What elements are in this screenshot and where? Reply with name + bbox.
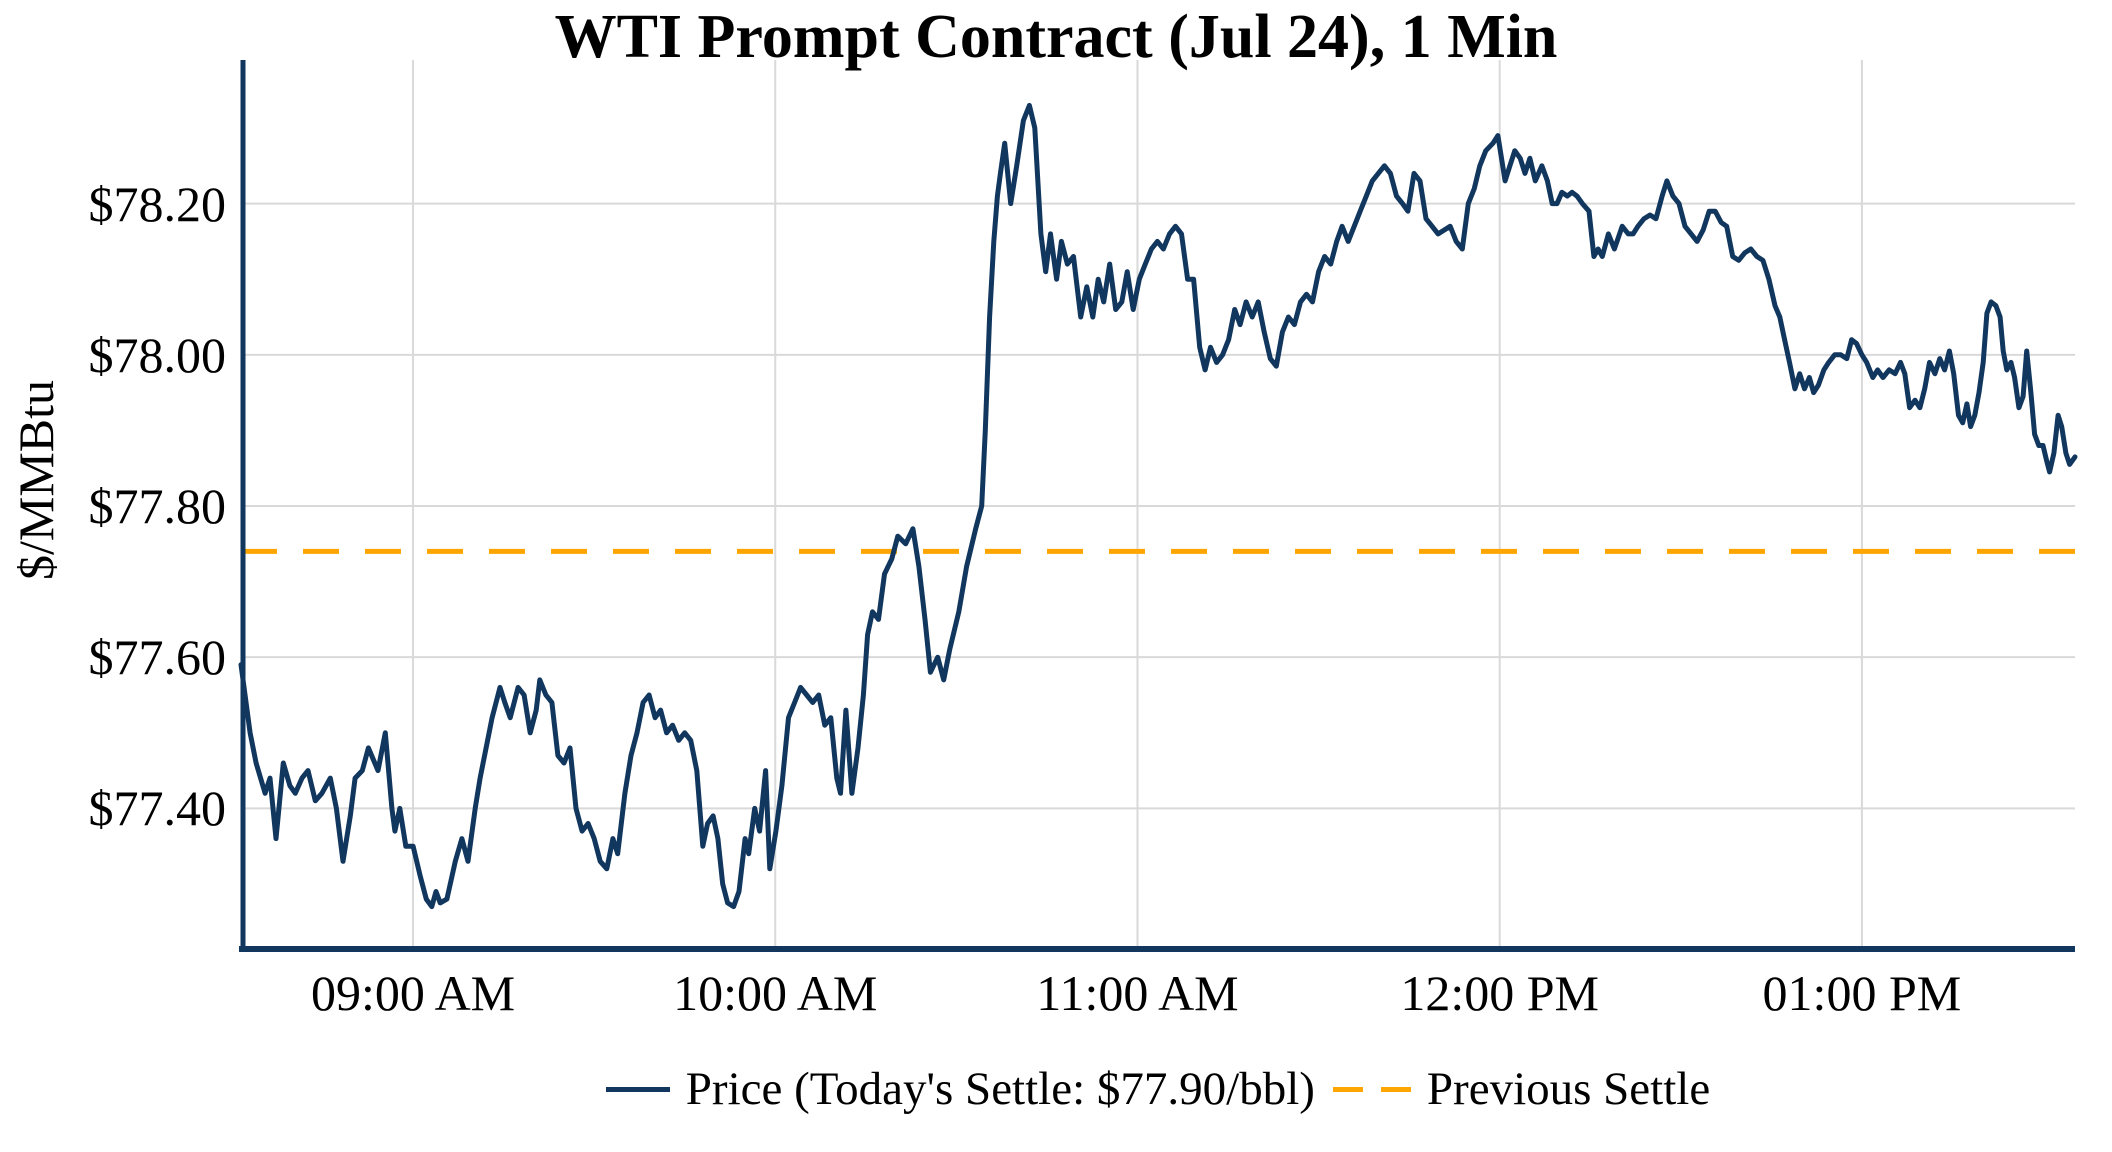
legend-price-label: Price (Today's Settle: $77.90/bbl) — [685, 1063, 1315, 1115]
x-tick-label: 09:00 AM — [310, 965, 516, 1021]
price-line-swatch-icon — [605, 1086, 670, 1092]
x-tick-label: 11:00 AM — [1036, 965, 1239, 1021]
y-tick-label: $77.40 — [88, 780, 227, 837]
legend-previous-settle-label: Previous Settle — [1426, 1063, 1711, 1115]
y-tick-label: $78.00 — [88, 326, 227, 383]
x-tick-label: 10:00 AM — [673, 965, 878, 1021]
chart-legend: Price (Today's Settle: $77.90/bbl) Previ… — [241, 1062, 2075, 1116]
chart-title: WTI Prompt Contract (Jul 24), 1 Min — [554, 3, 1558, 71]
y-tick-label: $78.20 — [88, 175, 227, 232]
x-tick-label: 12:00 PM — [1400, 965, 1599, 1021]
plot-area — [238, 60, 2078, 952]
previous-settle-dashed-swatch-icon — [1332, 1086, 1411, 1092]
y-tick-label: $77.80 — [88, 478, 227, 534]
x-tick-label: 01:00 PM — [1762, 965, 1962, 1021]
y-tick-label: $77.60 — [88, 629, 227, 686]
legend-item-previous-settle: Previous Settle — [1332, 1062, 1711, 1116]
legend-item-price: Price (Today's Settle: $77.90/bbl) — [605, 1062, 1315, 1116]
